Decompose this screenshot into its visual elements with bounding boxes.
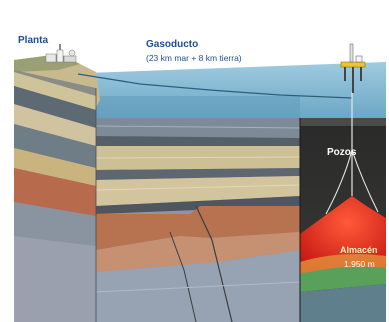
processing-plant-icon <box>46 44 76 62</box>
label-almacen: Almacén <box>340 246 378 255</box>
label-pozos: Pozos <box>327 148 356 158</box>
label-planta: Planta <box>18 36 48 46</box>
label-gasoducto: Gasoducto <box>146 40 198 50</box>
label-almacen-depth: 1.950 m <box>344 260 375 269</box>
left-front-face <box>14 70 96 322</box>
label-gasoducto-detail: (23 km mar + 8 km tierra) <box>146 54 242 63</box>
central-strata <box>96 118 300 322</box>
reservoir-shaft <box>300 92 386 322</box>
sea-shading <box>96 96 300 120</box>
